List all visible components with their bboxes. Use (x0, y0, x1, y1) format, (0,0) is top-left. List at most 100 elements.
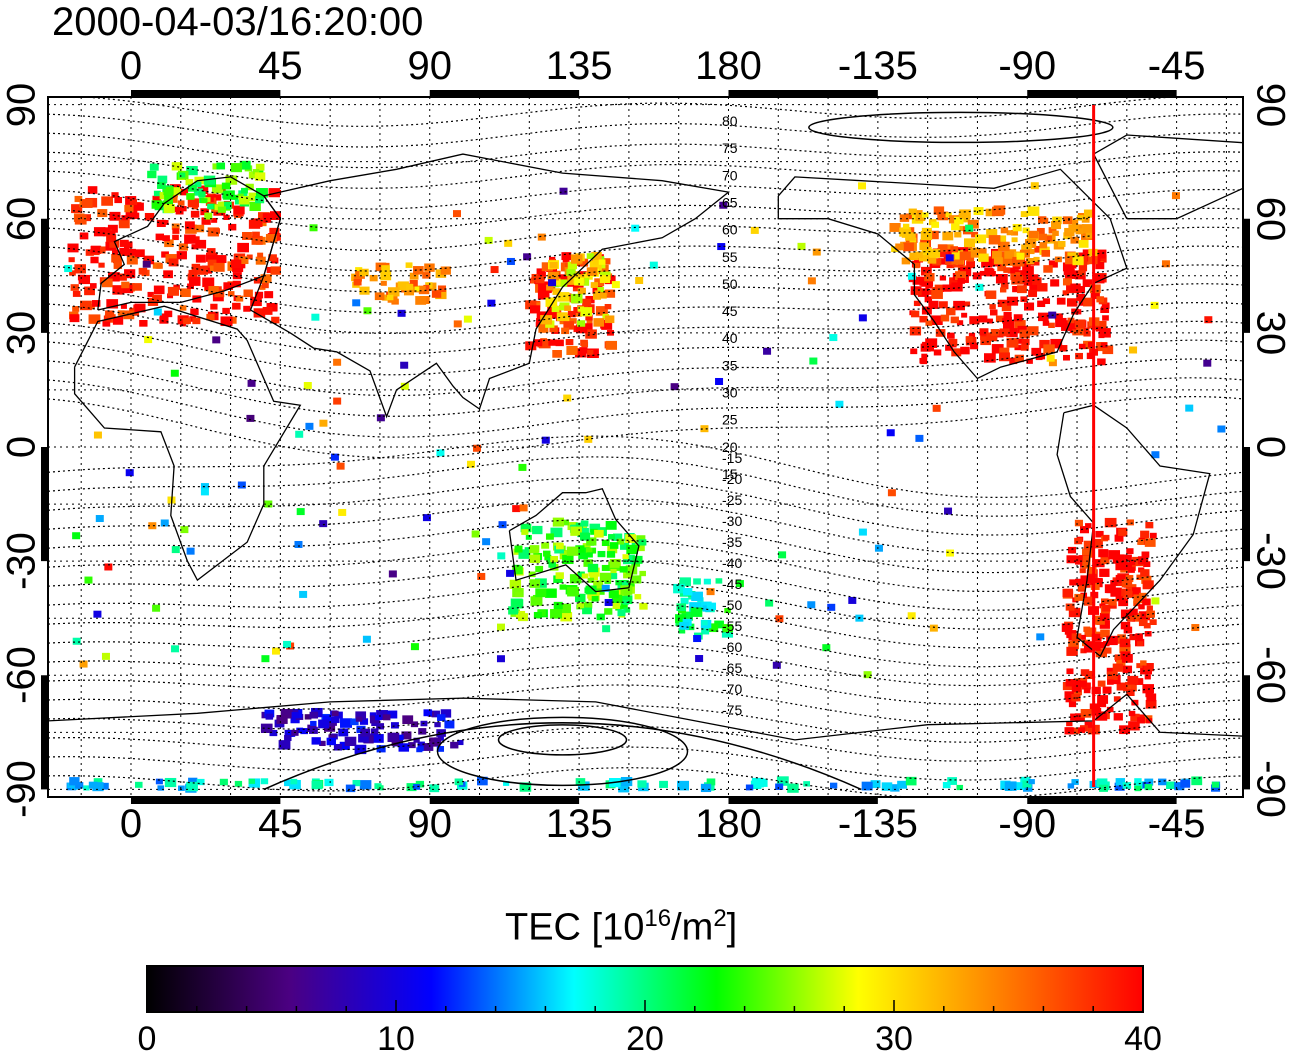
tec-cell (159, 316, 168, 323)
right-lat-tick: -60 (1248, 646, 1292, 704)
tec-cell (424, 709, 433, 716)
tec-cell (577, 320, 585, 327)
tec-cell (1140, 531, 1149, 538)
left-lat-tick: 30 (0, 311, 45, 356)
bottom-lon-tick: 135 (546, 802, 613, 847)
tec-cell (552, 350, 562, 358)
tec-cell (1151, 302, 1159, 309)
tec-cell (610, 559, 621, 568)
tec-cell (84, 577, 92, 584)
tec-cell (127, 249, 136, 256)
tec-cell (605, 315, 615, 323)
tec-cell (387, 295, 394, 300)
tec-cell (587, 267, 598, 276)
tec-cell (232, 303, 240, 310)
tec-cell (399, 743, 410, 751)
tec-cell (149, 172, 155, 177)
tec-cell (295, 431, 303, 438)
tec-cell (554, 602, 563, 609)
tec-cell (915, 252, 923, 259)
tec-cell (1105, 584, 1116, 593)
tec-cell (283, 641, 291, 648)
tec-cell (162, 235, 169, 241)
tec-cell (679, 622, 689, 630)
tec-cell (1129, 711, 1136, 716)
frame-bar-top (1027, 90, 1176, 97)
tec-cell (261, 778, 268, 784)
tec-cell (406, 262, 413, 268)
tec-cell (252, 232, 260, 238)
tec-cell (279, 740, 291, 749)
tec-cell (157, 264, 163, 269)
tec-cell (1043, 321, 1049, 326)
tec-cell (297, 508, 305, 515)
tec-cell (934, 349, 942, 355)
tec-cell (174, 207, 181, 212)
tec-cell (132, 283, 142, 291)
tec-cell (910, 349, 917, 355)
tec-cell (277, 715, 288, 724)
tec-cell (1083, 627, 1090, 632)
tec-cell (538, 234, 546, 241)
tec-cell (564, 305, 571, 311)
tec-cell (94, 432, 102, 439)
tec-cell (602, 625, 610, 632)
tec-cell (830, 783, 837, 789)
tec-cell (238, 482, 246, 489)
tec-cell (1127, 676, 1138, 685)
tec-cell (581, 342, 588, 347)
tec-cell (178, 200, 185, 205)
tec-cell (978, 254, 988, 262)
tec-cell (1140, 660, 1146, 665)
right-lat-tick: -30 (1248, 532, 1292, 590)
tec-cell (70, 314, 80, 322)
tec-cell (560, 584, 567, 589)
tec-cell (951, 282, 962, 291)
tec-cell (635, 277, 643, 284)
tec-cell (1066, 647, 1077, 656)
tec-cell (638, 539, 646, 545)
tec-cell (454, 320, 462, 327)
tec-cell (168, 287, 179, 296)
tec-cell (180, 526, 188, 533)
tec-cell (1067, 298, 1077, 306)
tec-cell (612, 281, 620, 288)
tec-cell (1051, 221, 1061, 229)
tec-cell (1172, 192, 1180, 199)
tec-cell (241, 188, 248, 194)
tec-cell (337, 463, 345, 470)
tec-cell (608, 534, 615, 540)
tec-cell (999, 352, 1010, 361)
tec-cell (984, 268, 993, 275)
tec-cell (195, 240, 206, 249)
tec-cell (135, 782, 143, 788)
tec-cell (946, 308, 955, 316)
tec-cell (1047, 355, 1055, 362)
contour-label: 25 (722, 412, 738, 428)
tec-cell (400, 362, 408, 369)
tec-cell (464, 316, 472, 323)
tec-cell (383, 714, 390, 720)
tec-cell (1217, 426, 1225, 433)
bottom-lon-tick: -135 (838, 802, 918, 847)
tec-cell (214, 263, 225, 272)
tec-cell (1066, 668, 1073, 674)
tec-cell (1063, 589, 1073, 597)
contour-label: 65 (722, 194, 738, 210)
tec-cell (1074, 538, 1082, 544)
tec-cell (363, 636, 371, 643)
tec-cell (939, 301, 948, 308)
tec-cell (231, 163, 242, 172)
tec-cell (373, 734, 384, 743)
tec-cell (567, 587, 579, 597)
tec-cell (345, 737, 357, 746)
tec-cell (1113, 664, 1123, 672)
left-lat-tick: 0 (0, 436, 45, 458)
tec-cell (1081, 709, 1092, 718)
tec-cell (605, 304, 612, 309)
tec-cell (1137, 539, 1144, 545)
tec-cell (959, 209, 971, 218)
tec-cell (633, 556, 643, 564)
tec-cell (90, 257, 98, 264)
